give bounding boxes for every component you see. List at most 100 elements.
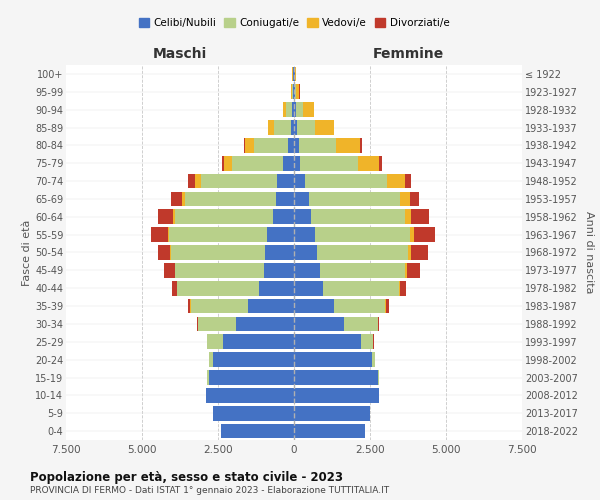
Bar bbox=[410, 192, 419, 206]
Bar bbox=[305, 174, 387, 188]
Bar bbox=[294, 424, 365, 438]
Legend: Celibi/Nubili, Coniugati/e, Vedovi/e, Divorziati/e: Celibi/Nubili, Coniugati/e, Vedovi/e, Di… bbox=[134, 14, 454, 32]
Bar bbox=[293, 66, 294, 81]
Bar bbox=[295, 66, 296, 81]
Bar bbox=[224, 156, 232, 170]
Bar bbox=[294, 388, 379, 402]
Bar bbox=[294, 334, 361, 349]
Bar bbox=[171, 192, 182, 206]
Bar bbox=[294, 352, 371, 367]
Bar bbox=[266, 228, 294, 242]
Bar bbox=[334, 298, 385, 314]
Bar bbox=[259, 281, 294, 295]
Bar bbox=[188, 174, 195, 188]
Bar bbox=[232, 156, 283, 170]
Bar bbox=[296, 84, 299, 99]
Bar bbox=[197, 316, 198, 331]
Bar bbox=[294, 370, 377, 385]
Bar bbox=[294, 210, 311, 224]
Bar bbox=[158, 210, 173, 224]
Text: Popolazione per età, sesso e stato civile - 2023: Popolazione per età, sesso e stato civil… bbox=[30, 471, 343, 484]
Bar bbox=[158, 245, 170, 260]
Bar bbox=[297, 120, 315, 135]
Bar bbox=[185, 192, 276, 206]
Bar bbox=[221, 424, 294, 438]
Bar bbox=[177, 281, 259, 295]
Bar bbox=[371, 352, 374, 367]
Bar bbox=[315, 120, 334, 135]
Bar bbox=[169, 228, 266, 242]
Bar bbox=[172, 281, 176, 295]
Bar bbox=[294, 228, 315, 242]
Bar bbox=[294, 316, 344, 331]
Bar bbox=[173, 210, 175, 224]
Bar bbox=[151, 228, 167, 242]
Bar bbox=[294, 138, 299, 152]
Bar bbox=[385, 298, 386, 314]
Bar bbox=[411, 210, 429, 224]
Bar bbox=[294, 281, 323, 295]
Bar bbox=[309, 192, 400, 206]
Bar bbox=[299, 138, 336, 152]
Y-axis label: Anni di nascita: Anni di nascita bbox=[584, 211, 595, 294]
Bar bbox=[290, 84, 292, 99]
Bar bbox=[294, 263, 320, 278]
Bar bbox=[294, 406, 370, 420]
Bar bbox=[407, 263, 421, 278]
Bar bbox=[277, 174, 294, 188]
Bar bbox=[296, 102, 303, 117]
Bar bbox=[294, 156, 300, 170]
Bar bbox=[378, 316, 379, 331]
Bar bbox=[195, 174, 201, 188]
Bar bbox=[191, 298, 248, 314]
Bar bbox=[377, 370, 379, 385]
Bar bbox=[283, 156, 294, 170]
Bar bbox=[294, 102, 296, 117]
Bar bbox=[207, 334, 208, 349]
Bar bbox=[323, 281, 399, 295]
Bar bbox=[208, 334, 223, 349]
Bar bbox=[317, 245, 408, 260]
Text: Femmine: Femmine bbox=[373, 48, 443, 62]
Bar bbox=[206, 388, 294, 402]
Text: Maschi: Maschi bbox=[153, 48, 207, 62]
Text: PROVINCIA DI FERMO - Dati ISTAT 1° gennaio 2023 - Elaborazione TUTTITALIA.IT: PROVINCIA DI FERMO - Dati ISTAT 1° genna… bbox=[30, 486, 389, 495]
Bar bbox=[175, 210, 273, 224]
Bar bbox=[236, 316, 294, 331]
Bar bbox=[408, 245, 411, 260]
Bar bbox=[167, 228, 169, 242]
Bar bbox=[387, 174, 405, 188]
Bar bbox=[254, 138, 288, 152]
Bar bbox=[208, 370, 209, 385]
Bar bbox=[414, 228, 436, 242]
Bar bbox=[214, 352, 294, 367]
Bar bbox=[294, 298, 334, 314]
Bar bbox=[248, 298, 294, 314]
Bar bbox=[221, 156, 224, 170]
Bar bbox=[209, 370, 294, 385]
Y-axis label: Fasce di età: Fasce di età bbox=[22, 220, 32, 286]
Bar bbox=[175, 263, 263, 278]
Bar bbox=[292, 84, 293, 99]
Bar bbox=[411, 245, 428, 260]
Bar bbox=[400, 192, 410, 206]
Bar bbox=[164, 263, 175, 278]
Bar bbox=[336, 138, 360, 152]
Bar bbox=[273, 210, 294, 224]
Bar bbox=[291, 120, 294, 135]
Bar bbox=[170, 245, 171, 260]
Bar bbox=[295, 84, 296, 99]
Bar bbox=[283, 102, 286, 117]
Bar bbox=[410, 228, 414, 242]
Bar bbox=[294, 84, 295, 99]
Bar bbox=[214, 406, 294, 420]
Bar bbox=[399, 281, 400, 295]
Bar bbox=[294, 245, 317, 260]
Bar bbox=[360, 138, 362, 152]
Bar bbox=[182, 192, 185, 206]
Bar bbox=[358, 156, 379, 170]
Bar bbox=[263, 263, 294, 278]
Bar bbox=[344, 316, 377, 331]
Bar bbox=[198, 316, 236, 331]
Bar bbox=[373, 334, 374, 349]
